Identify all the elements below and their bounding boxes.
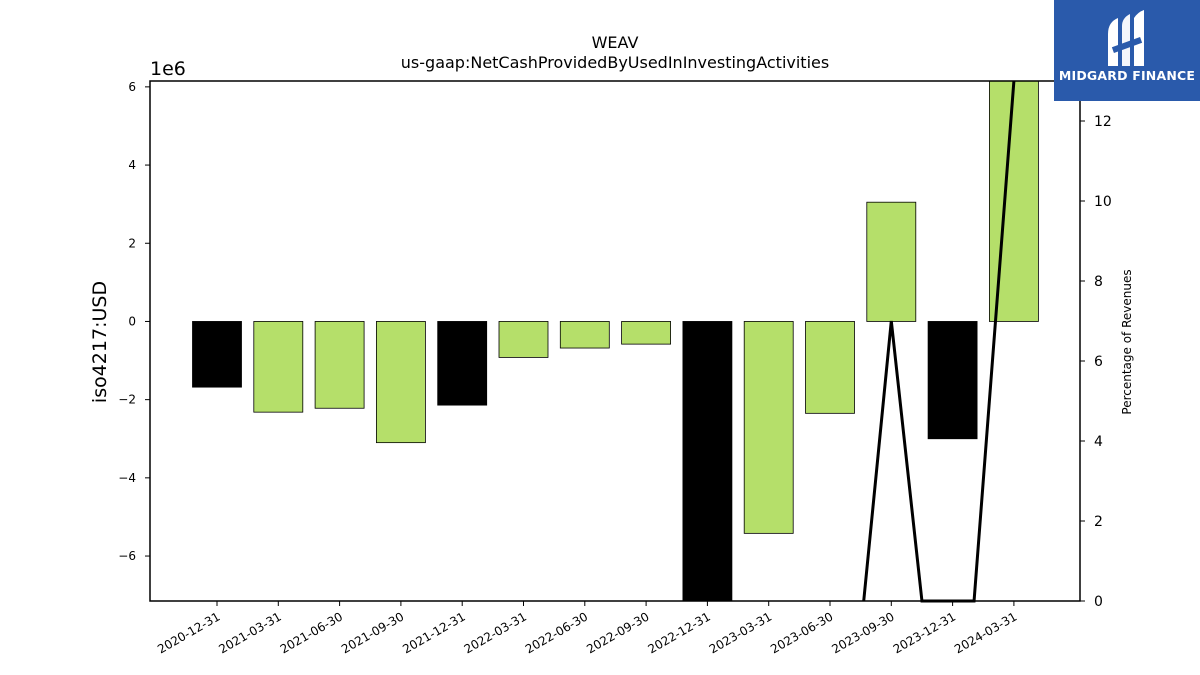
x-tick-label: 2022-06-30 (523, 609, 590, 656)
x-tick-label: 2022-09-30 (584, 609, 651, 656)
bar-2023-06-30 (805, 321, 855, 414)
x-tick-label: 2023-03-31 (707, 609, 774, 656)
x-tick-label: 2023-12-31 (891, 609, 958, 656)
bar-2023-03-31 (743, 321, 794, 534)
plot-frame (149, 80, 1081, 602)
bars (192, 80, 1039, 602)
y2-tick-label: 0 (1094, 594, 1103, 610)
y-multiplier: 1e6 (150, 58, 186, 80)
y2-tick-label: 8 (1094, 274, 1103, 290)
x-tick-label: 2021-09-30 (339, 609, 406, 656)
x-tick-label: 2022-03-31 (462, 609, 529, 656)
y-tick-label: 2 (128, 236, 136, 250)
y-axis-ticks: −6 −4 −2 0 2 4 6 (118, 80, 150, 563)
bar-2022-06-30 (559, 321, 610, 349)
y2-tick-label: 4 (1094, 434, 1103, 450)
x-tick-label: 2020-12-31 (155, 609, 222, 656)
y-tick-label: −4 (118, 471, 136, 485)
bar-2022-09-30 (621, 321, 671, 345)
y-tick-label: −2 (118, 393, 136, 407)
y2-tick-label: 2 (1094, 514, 1103, 530)
chart-subtitle: us-gaap:NetCashProvidedByUsedInInvesting… (401, 53, 829, 72)
chart-title: WEAV (592, 33, 639, 52)
bar-2023-12-31 (927, 321, 978, 440)
y-tick-label: 6 (128, 80, 136, 94)
y2-axis-label: Percentage of Revenues (1120, 269, 1134, 414)
x-tick-label: 2022-12-31 (645, 609, 712, 656)
y2-tick-label: 6 (1094, 354, 1103, 370)
y2-axis-ticks: 0 2 4 6 8 10 12 (1080, 114, 1112, 610)
bar-2020-12-31 (192, 321, 242, 388)
x-tick-label: 2023-06-30 (768, 609, 835, 656)
x-tick-label: 2024-03-31 (952, 609, 1019, 656)
y-tick-label: 0 (128, 314, 136, 328)
y-axis-label: iso4217:USD (89, 281, 111, 403)
bar-2021-06-30 (314, 321, 365, 409)
bar-2021-09-30 (375, 321, 426, 444)
x-tick-label: 2023-09-30 (829, 609, 896, 656)
bar-2022-12-31 (682, 321, 733, 602)
bar-2021-03-31 (253, 321, 304, 413)
y2-tick-label: 10 (1094, 194, 1112, 210)
x-tick-label: 2021-12-31 (400, 609, 467, 656)
bar-2023-09-30 (866, 201, 917, 322)
bar-2021-12-31 (437, 321, 488, 406)
x-tick-label: 2021-03-31 (216, 609, 283, 656)
x-tick-label: 2021-06-30 (278, 609, 345, 656)
brand-logo: MIDGARD FINANCE (1054, 0, 1200, 101)
brand-name: MIDGARD FINANCE (1058, 68, 1196, 83)
y-tick-label: −6 (118, 549, 136, 563)
logo-mark-icon (1108, 10, 1144, 66)
y-tick-label: 4 (128, 158, 136, 172)
x-axis-ticks: 2020-12-312021-03-312021-06-302021-09-30… (155, 601, 1019, 656)
bar-2022-03-31 (498, 321, 549, 358)
y2-tick-label: 12 (1094, 114, 1112, 130)
